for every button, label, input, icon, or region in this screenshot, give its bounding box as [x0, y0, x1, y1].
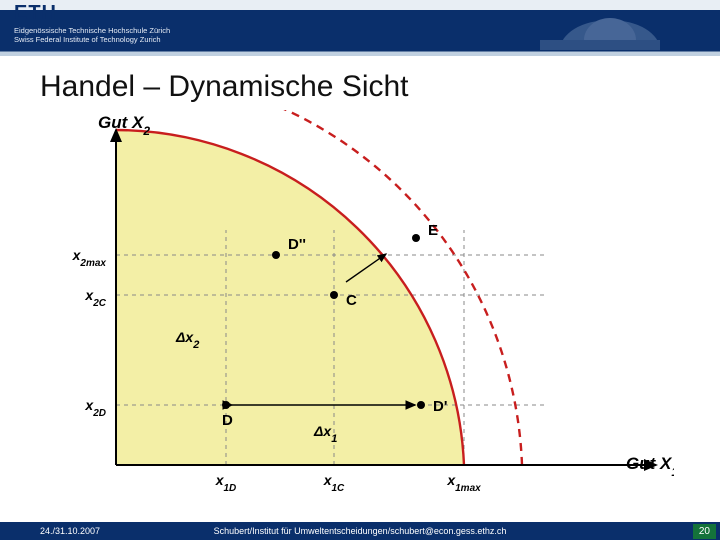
ytick-x2max: x2max [72, 247, 107, 269]
point-label-Dpp: D'' [288, 236, 306, 253]
point-D [222, 401, 230, 409]
point-label-C: C [346, 292, 357, 309]
ytick-x2D: x2D [84, 397, 106, 419]
x-axis-label: Gut X1 [626, 454, 674, 479]
point-E [412, 234, 420, 242]
point-Dpp [272, 251, 280, 259]
point-label-Dp: D' [433, 398, 447, 415]
eth-logo: ETH [14, 2, 57, 25]
footer-bar: 24./31.10.2007 Schubert/Institut für Umw… [0, 522, 720, 540]
eth-sub-line2: Swiss Federal Institute of Technology Zu… [14, 35, 161, 44]
point-label-E: E [428, 222, 438, 239]
footer-center-text: Schubert/Institut für Umweltentscheidung… [0, 526, 720, 536]
point-Dp [417, 401, 425, 409]
footer-date: 24./31.10.2007 [40, 526, 100, 536]
ytick-x2C: x2C [84, 287, 106, 309]
header-banner: ETH Eidgenössische Technische Hochschule… [0, 0, 720, 56]
xtick-x1D: x1D [215, 472, 237, 494]
economics-diagram: Gut X2Gut X1x2maxx2Cx2Dx1Dx1Cx1maxD''CED… [46, 110, 674, 508]
eth-sub-line1: Eidgenössische Technische Hochschule Zür… [14, 26, 170, 35]
xtick-x1max: x1max [446, 472, 481, 494]
slide-title: Handel – Dynamische Sicht [0, 56, 720, 104]
header-dome-graphic [540, 6, 660, 50]
xtick-x1C: x1C [323, 472, 345, 494]
footer-page-number: 20 [693, 524, 716, 539]
eth-subtitle: Eidgenössische Technische Hochschule Zür… [14, 26, 170, 45]
point-label-D: D [222, 412, 233, 429]
point-C [330, 291, 338, 299]
